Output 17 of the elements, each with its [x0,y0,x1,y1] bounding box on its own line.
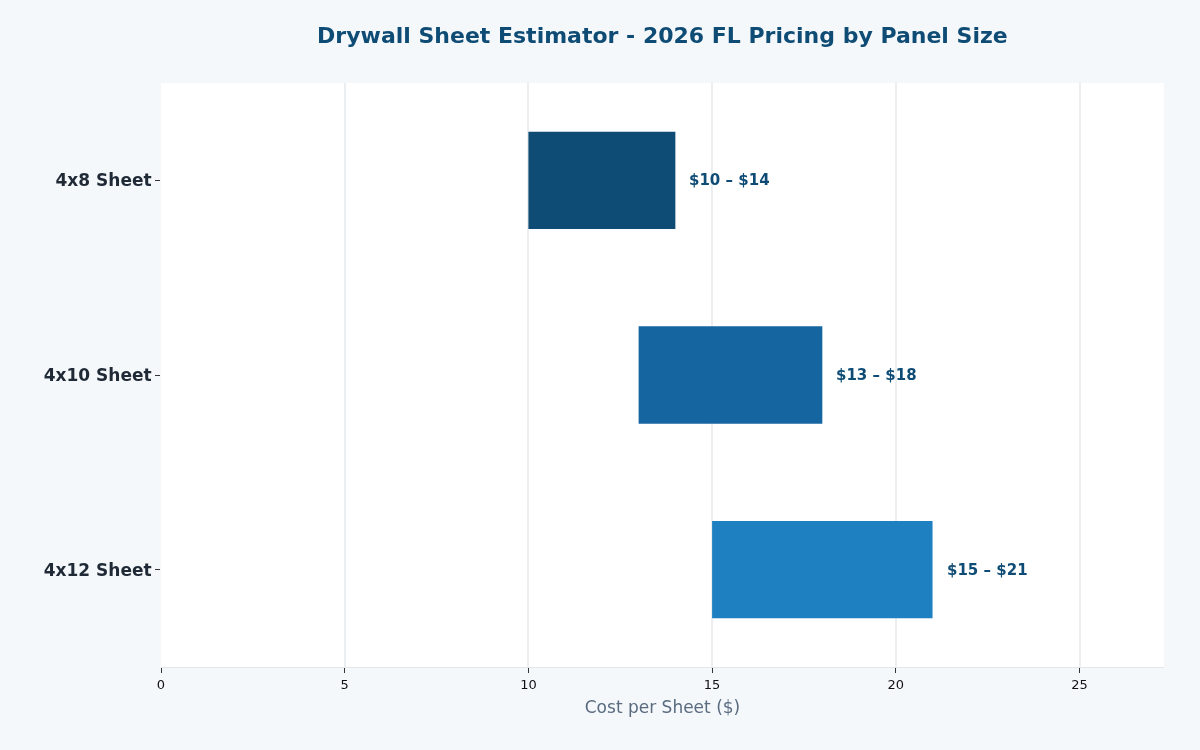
bar [712,521,933,619]
x-tick-label: 0 [156,676,166,692]
x-tick-label: 25 [1071,676,1088,692]
x-tick-label: 5 [340,676,349,692]
annotation: $15 – $21 [947,561,1028,579]
x-tick-label: 10 [520,676,537,692]
y-tick-label: 4x12 Sheet [43,559,152,580]
y-tick-label: 4x10 Sheet [43,364,152,385]
annotation: $10 – $14 [689,171,770,189]
y-tick-label: 4x8 Sheet [55,170,152,191]
x-tick-label: 15 [703,676,721,692]
x-tick-label: 20 [887,676,905,692]
chart-title: Drywall Sheet Estimator - 2026 FL Pricing by Panel Size [317,23,1008,49]
x-axis-title: Cost per Sheet ($) [584,697,741,717]
bar [528,131,676,229]
annotation: $13 – $18 [836,366,917,384]
bar [638,326,823,424]
